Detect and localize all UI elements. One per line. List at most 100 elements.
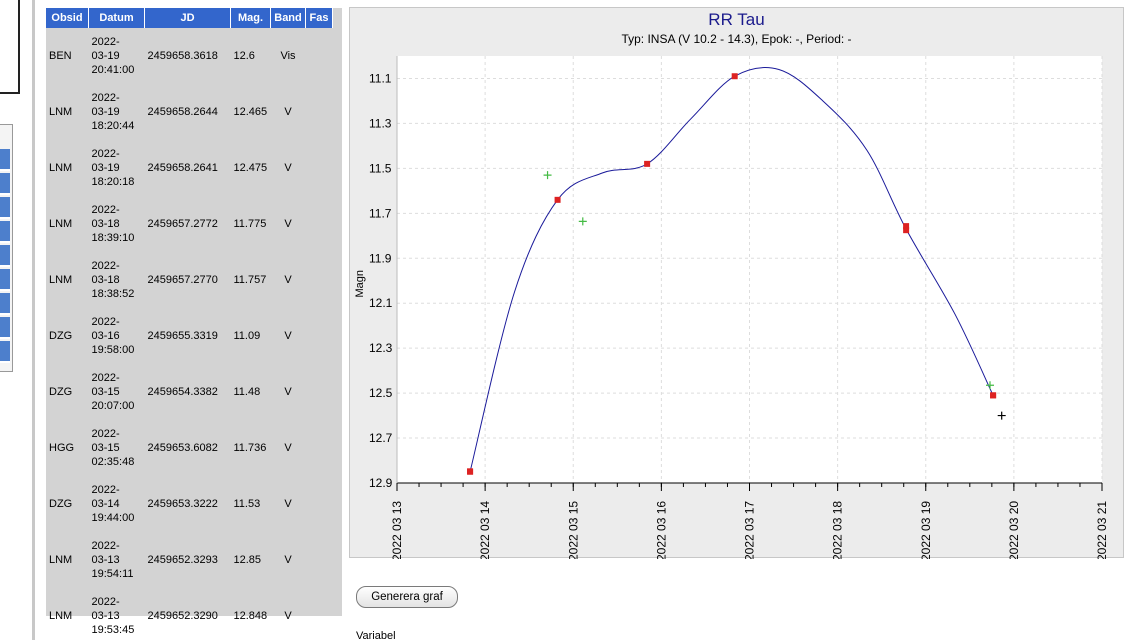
nav-button[interactable] <box>0 173 10 195</box>
col-header-jd[interactable]: JD <box>144 8 231 28</box>
data-point <box>731 73 738 80</box>
table-row: LNM 2022- 03-13 19:54:11 2459652.3293 12.85 V <box>46 532 333 588</box>
date-line: 19:44:00 <box>91 512 135 524</box>
y-tick-label: 11.7 <box>369 206 392 220</box>
cell-jd: 2459657.2770 <box>147 274 218 286</box>
nav-button[interactable] <box>0 317 10 339</box>
y-tick-label: 11.9 <box>369 251 392 265</box>
date-line: 03-16 <box>91 330 120 342</box>
nav-button[interactable] <box>0 293 10 315</box>
date-line: 2022- <box>91 204 120 216</box>
col-header-date[interactable]: Datum <box>88 8 145 28</box>
cell-jd: 2459655.3319 <box>147 330 218 342</box>
cell-date: 2022- 03-19 18:20:44 <box>89 84 145 140</box>
cell-band: V <box>284 274 292 286</box>
data-point <box>543 171 552 180</box>
left-nav-list <box>0 124 13 372</box>
table-row: LNM 2022- 03-19 18:20:44 2459658.2644 12.465 V <box>46 84 333 140</box>
date-line: 18:39:10 <box>91 232 135 244</box>
cell-band: V <box>284 218 292 230</box>
variable-label: Variabel <box>356 630 396 642</box>
date-line: 18:38:52 <box>91 288 135 300</box>
cell-jd: 2459652.3293 <box>147 554 218 566</box>
date-line: 03-13 <box>91 610 120 622</box>
cell-band: V <box>284 554 292 566</box>
generate-graph-button[interactable]: Generera graf <box>356 586 458 608</box>
col-header-obsid[interactable]: Obsid <box>46 8 89 28</box>
data-point <box>467 468 474 475</box>
cell-jd: 2459653.6082 <box>147 442 218 454</box>
data-point <box>644 160 651 167</box>
cell-mag: 12.848 <box>233 610 268 622</box>
cell-phase <box>306 196 333 252</box>
nav-button[interactable] <box>0 197 10 219</box>
cell-obsid: LNM <box>49 554 73 566</box>
observations-table-panel: Obsid Datum JD Mag. Band Fas BEN 2022- 03-… <box>46 8 342 636</box>
cell-jd: 2459658.2644 <box>147 106 218 118</box>
nav-button[interactable] <box>0 341 10 363</box>
date-line: 03-14 <box>91 498 120 510</box>
cell-band: V <box>284 442 292 454</box>
y-tick-label: 12.5 <box>369 386 393 400</box>
cell-band: V <box>284 162 292 174</box>
table-row: LNM 2022- 03-19 18:20:18 2459658.2641 12.475 V <box>46 140 333 196</box>
table-row: DZG 2022- 03-16 19:58:00 2459655.3319 11.09 V <box>46 308 333 364</box>
cell-band: V <box>284 330 292 342</box>
cell-phase <box>306 140 333 196</box>
cell-mag: 12.475 <box>233 162 268 174</box>
cell-date: 2022- 03-13 19:54:11 <box>89 532 145 588</box>
cell-phase <box>306 588 333 644</box>
cell-band: V <box>284 386 292 398</box>
table-row: DZG 2022- 03-14 19:44:00 2459653.3222 11.53 V <box>46 476 333 532</box>
data-point <box>986 381 995 390</box>
cell-mag: 11.53 <box>233 498 261 510</box>
cell-mag: 11.757 <box>233 274 267 286</box>
cell-phase <box>306 532 333 588</box>
cell-obsid: LNM <box>49 610 73 622</box>
date-line: 03-18 <box>91 218 120 230</box>
date-line: 03-15 <box>91 386 120 398</box>
date-line: 2022- <box>91 428 120 440</box>
data-point <box>997 411 1006 420</box>
data-point <box>990 392 997 399</box>
observations-table: Obsid Datum JD Mag. Band Fas BEN 2022- 03-… <box>46 8 333 644</box>
nav-button[interactable] <box>0 269 10 291</box>
col-header-mag[interactable]: Mag. <box>230 8 271 28</box>
nav-button[interactable] <box>0 221 10 243</box>
cell-jd: 2459657.2772 <box>147 218 218 230</box>
nav-button[interactable] <box>0 149 10 171</box>
date-line: 03-19 <box>91 162 120 174</box>
chart-title: RR Tau <box>708 10 765 29</box>
date-line: 03-18 <box>91 274 120 286</box>
date-line: 2022- <box>91 484 120 496</box>
y-tick-label: 12.9 <box>369 476 393 490</box>
date-line: 19:58:00 <box>91 344 135 356</box>
cell-mag: 11.775 <box>233 218 267 230</box>
x-tick-label: 2022 03 21 <box>1095 501 1109 559</box>
date-line: 2022- <box>91 92 120 104</box>
y-tick-label: 12.7 <box>369 431 393 445</box>
date-line: 18:20:44 <box>91 120 135 132</box>
cell-phase <box>306 28 333 84</box>
cell-phase <box>306 308 333 364</box>
cell-date: 2022- 03-18 18:39:10 <box>89 196 145 252</box>
cell-phase <box>306 84 333 140</box>
table-header-row: Obsid Datum JD Mag. Band Fas <box>46 8 333 28</box>
col-header-phase[interactable]: Fas <box>305 8 333 28</box>
date-line: 2022- <box>91 540 120 552</box>
cell-jd: 2459658.2641 <box>147 162 218 174</box>
nav-button[interactable] <box>0 245 10 267</box>
y-tick-label: 12.3 <box>369 341 393 355</box>
x-tick-label: 2022 03 20 <box>1007 501 1021 559</box>
date-line: 2022- <box>91 148 120 160</box>
col-header-band[interactable]: Band <box>270 8 306 28</box>
cell-jd: 2459653.3222 <box>147 498 218 510</box>
cell-date: 2022- 03-19 20:41:00 <box>89 28 145 84</box>
x-tick-label: 2022 03 13 <box>390 501 404 559</box>
cell-date: 2022- 03-19 18:20:18 <box>89 140 145 196</box>
y-tick-label: 11.5 <box>369 161 392 175</box>
date-line: 18:20:18 <box>91 176 135 188</box>
y-tick-label: 11.3 <box>369 116 392 130</box>
y-axis-label: Magn <box>354 270 366 298</box>
x-tick-label: 2022 03 19 <box>919 501 933 559</box>
